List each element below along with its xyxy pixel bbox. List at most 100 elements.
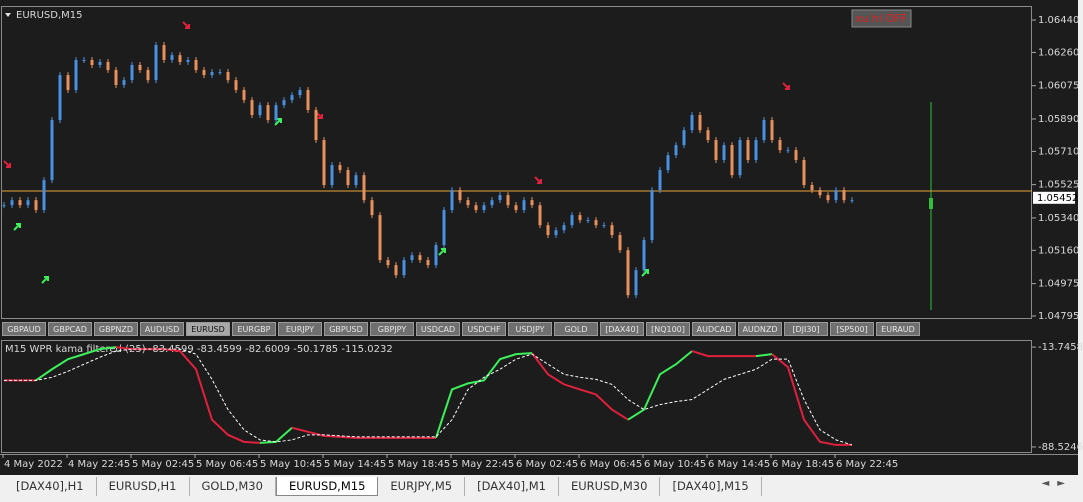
symbol-tab[interactable]: GBPCAD: [48, 322, 92, 336]
symbol-tab[interactable]: [NQ100]: [646, 322, 690, 336]
window-tab[interactable]: [DAX40],M15: [660, 477, 762, 496]
y-tick-label: 1.04975: [1038, 279, 1079, 290]
candle: [506, 195, 510, 206]
symbol-tab[interactable]: [DAX40]: [600, 322, 644, 336]
candle: [746, 140, 750, 161]
window-tab[interactable]: EURUSD,H1: [97, 477, 190, 496]
candle: [386, 260, 390, 266]
candle: [218, 72, 222, 74]
candle: [258, 105, 262, 116]
candle: [202, 70, 206, 76]
symbol-tab[interactable]: GBPJPY: [370, 322, 414, 336]
symbol-tab[interactable]: EURJPY: [278, 322, 322, 336]
wpr-line: [291, 426, 436, 439]
y-tick-label: 1.05340: [1038, 213, 1079, 224]
symbol-tab[interactable]: AUDUSD: [140, 322, 184, 336]
candle: [578, 215, 582, 221]
symbol-tab[interactable]: [DJI30]: [784, 322, 828, 336]
x-tick-label: 4 May 22:45: [68, 459, 130, 470]
candle: [594, 220, 598, 226]
candle: [10, 200, 14, 206]
symbol-tab[interactable]: USDJPY: [508, 322, 552, 336]
candle: [826, 195, 830, 201]
candle: [602, 225, 606, 227]
candle: [562, 225, 566, 231]
candle: [618, 235, 622, 251]
symbol-tabs: GBPAUD GBPCAD GBPNZD AUDUSD EURUSD EURGBP EURJ…: [2, 322, 920, 336]
symbol-tab[interactable]: [SP500]: [830, 322, 874, 336]
symbol-tab[interactable]: EURAUD: [876, 322, 920, 336]
window-tab[interactable]: EURUSD,M15: [275, 477, 379, 496]
candle: [642, 240, 646, 271]
candle: [730, 145, 734, 176]
candle: [90, 59, 94, 66]
candle: [810, 185, 814, 191]
window-tab[interactable]: GOLD,M30: [190, 477, 276, 496]
status-box[interactable]: [851, 9, 912, 28]
y-tick-label: 1.06440: [1038, 15, 1079, 26]
x-tick-label: 5 May 06:45: [196, 459, 258, 470]
symbol-tab[interactable]: GBPNZD: [94, 322, 138, 336]
candle: [530, 200, 534, 206]
candle: [802, 160, 806, 186]
candle: [130, 65, 134, 81]
window-tab[interactable]: [DAX40],M1: [465, 477, 559, 496]
candle: [706, 130, 710, 141]
candle: [170, 55, 174, 60]
symbol-tab[interactable]: AUDCAD: [692, 322, 736, 336]
window-tab[interactable]: EURUSD,M30: [559, 477, 661, 496]
candle: [226, 72, 230, 81]
candle: [450, 190, 454, 211]
symbol-tab[interactable]: AUDNZD: [738, 322, 782, 336]
candle: [658, 170, 662, 191]
candle: [330, 165, 334, 186]
candle: [778, 140, 782, 151]
symbol-tab[interactable]: USDCAD: [416, 322, 460, 336]
symbol-tab[interactable]: GBPUSD: [324, 322, 368, 336]
candle: [442, 210, 446, 246]
candle: [178, 55, 182, 62]
candle: [106, 61, 110, 71]
candle: [234, 80, 238, 91]
cursor-marker: [929, 198, 933, 209]
current-price-box: [1033, 191, 1075, 204]
x-tick-label: 5 May 22:45: [452, 459, 514, 470]
symbol-tab[interactable]: GOLD: [554, 322, 598, 336]
symbol-tab[interactable]: USDCHF: [462, 322, 506, 336]
window-tab[interactable]: EURJPY,M5: [378, 477, 466, 496]
candle: [394, 265, 398, 276]
candle: [482, 205, 486, 211]
window-tab[interactable]: [DAX40],H1: [4, 477, 97, 496]
candle: [194, 59, 198, 71]
symbol-tab[interactable]: GBPAUD: [2, 322, 46, 336]
chart-window: EURUSD,M15 xu hl OFF 1.06440 1.06260 1.060…: [0, 0, 1083, 475]
y-tick-label: 1.05160: [1038, 245, 1079, 256]
x-tick-label: 6 May 18:45: [772, 459, 834, 470]
candle: [570, 215, 574, 226]
candle: [266, 105, 270, 121]
candle: [306, 90, 310, 110]
indicator-title: M15 WPR kama filtered (25) -83.4599 -83.…: [5, 344, 393, 355]
x-tick-label: 5 May 18:45: [388, 459, 450, 470]
tab-scroll[interactable]: ◄►: [1041, 478, 1073, 489]
symbol-tab[interactable]: EURUSD: [186, 322, 230, 336]
chart-label: EURUSD,M15: [16, 10, 82, 21]
x-tick-label: 4 May 2022: [4, 459, 63, 470]
wpr-line: [771, 353, 852, 446]
candle: [418, 255, 422, 261]
chart-background: [0, 0, 1078, 475]
candle: [338, 165, 342, 171]
x-tick-label: 6 May 02:45: [516, 459, 578, 470]
candle: [2, 205, 6, 207]
chart-menu-triangle[interactable]: [5, 13, 11, 17]
wpr-line: [35, 346, 117, 382]
candle: [458, 190, 462, 201]
candle: [850, 200, 854, 202]
wpr-line: [435, 352, 533, 439]
candle: [770, 120, 774, 141]
candle: [378, 215, 382, 261]
candle: [538, 205, 542, 226]
indicator-status: xu hl OFF: [855, 12, 907, 25]
symbol-tab[interactable]: EURGBP: [232, 322, 276, 336]
candle: [114, 70, 118, 85]
